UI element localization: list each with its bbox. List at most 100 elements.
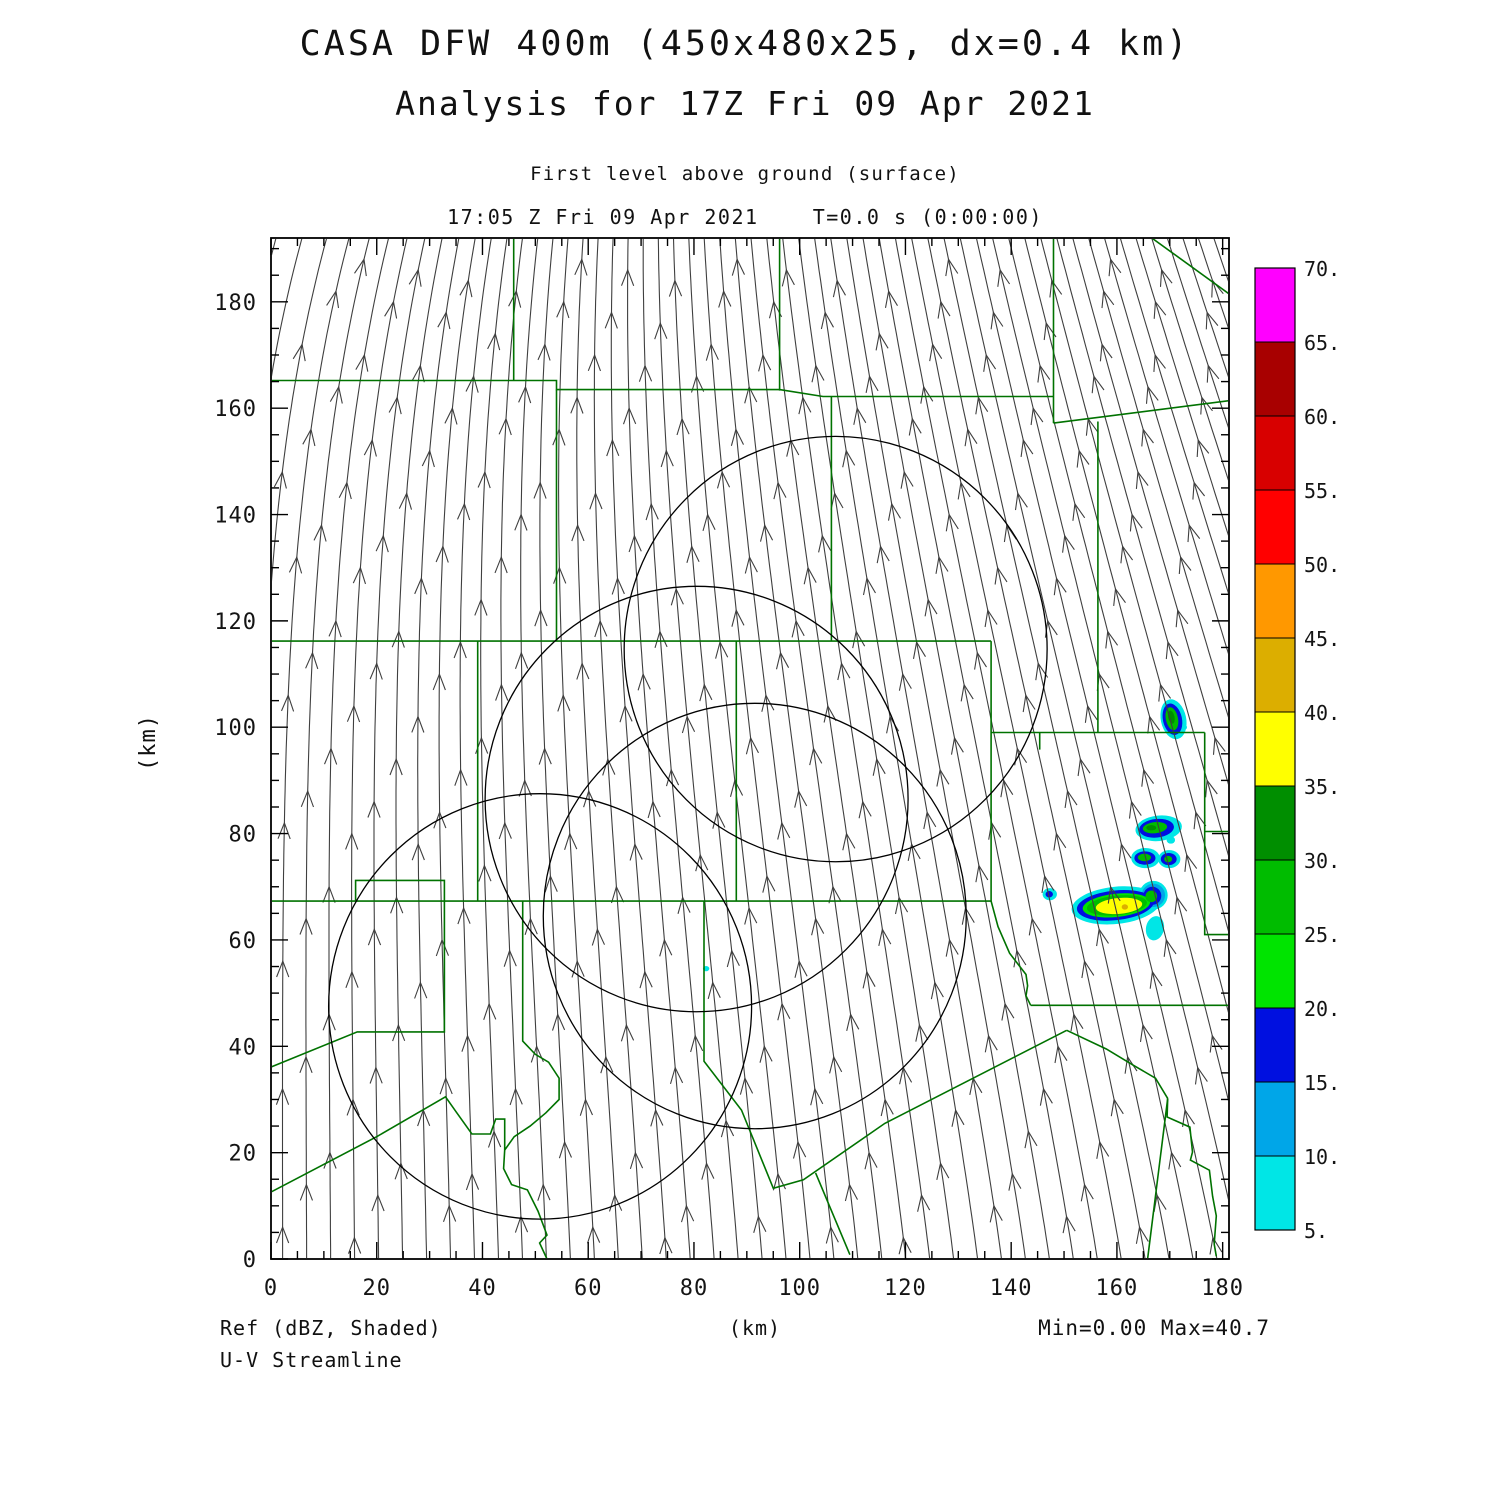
streamline [672, 239, 763, 1258]
streamline [846, 239, 1026, 1258]
flow-arrowhead-icon [514, 512, 528, 531]
flow-arrowhead-icon [338, 481, 352, 500]
flow-arrowhead-icon [917, 1193, 931, 1212]
flow-arrowhead-icon [323, 746, 338, 765]
colorbar-cell [1254, 267, 1296, 343]
flow-arrowhead-icon [579, 1097, 594, 1116]
flow-arrowhead-icon [1165, 640, 1179, 660]
flow-arrowhead-icon [809, 746, 823, 766]
flow-arrowhead-icon [1153, 353, 1166, 372]
min-max-label: Min=0.00 Max=40.7 [1038, 1316, 1270, 1340]
flow-arrowhead-icon [299, 1055, 313, 1073]
flow-arrowhead-icon [945, 512, 959, 532]
streamline [1182, 239, 1228, 378]
streamline [480, 239, 508, 1258]
streamline [351, 239, 408, 1258]
flow-arrowhead-icon [1049, 279, 1063, 298]
flow-arrowhead-icon [275, 1225, 290, 1244]
flow-arrowhead-icon [1035, 661, 1049, 681]
streamline [1151, 239, 1228, 481]
flow-arrowhead-icon [773, 481, 787, 500]
flow-arrowhead-icon [1108, 257, 1122, 277]
flow-arrowhead-icon [842, 832, 856, 851]
flow-arrowhead-icon [622, 406, 637, 425]
streamline [610, 239, 667, 1258]
flow-arrowhead-icon [670, 587, 684, 606]
flow-arrowhead-icon [1024, 1129, 1038, 1149]
colorbar-label: 30. [1304, 849, 1340, 873]
flow-arrowhead-icon [825, 1225, 839, 1244]
county-border-line [814, 1172, 851, 1256]
streamline [814, 239, 979, 1258]
flow-arrowhead-icon [989, 1204, 1003, 1223]
flow-arrowhead-icon [690, 1034, 704, 1053]
flow-arrowhead-icon [1139, 1023, 1153, 1042]
flow-arrowhead-icon [811, 364, 825, 383]
flow-arrowhead-icon [975, 863, 989, 883]
flow-arrowhead-icon [411, 842, 425, 861]
streamline [1056, 239, 1228, 856]
flow-arrowhead-icon [720, 1119, 735, 1138]
flow-arrowhead-icon [1080, 1183, 1094, 1202]
level-label: First level above ground (surface) [530, 163, 960, 185]
flow-arrowhead-icon [619, 704, 633, 723]
streamline [272, 239, 327, 582]
y-tick-label: 60 [229, 929, 258, 954]
colorbar-label: 45. [1304, 627, 1340, 651]
colorbar-cell [1254, 859, 1296, 935]
flow-arrowhead-icon [1153, 300, 1167, 319]
flow-arrowhead-icon [437, 310, 451, 330]
flow-arrowhead-icon [326, 289, 340, 309]
flow-arrowhead-icon [465, 1172, 480, 1191]
flow-arrowhead-icon [487, 1129, 502, 1148]
streamline [1104, 239, 1228, 655]
flow-arrowhead-icon [680, 1204, 695, 1223]
flow-arrowhead-icon [421, 449, 435, 468]
streamline [766, 239, 907, 1258]
flow-arrowhead-icon [975, 396, 989, 415]
flow-arrowhead-icon [935, 555, 949, 574]
flow-arrowhead-icon [912, 640, 926, 659]
flow-arrowhead-icon [915, 1023, 929, 1042]
county-border-line [1146, 1098, 1169, 1258]
flow-arrowhead-icon [878, 927, 892, 947]
flow-arrowhead-icon [1184, 853, 1198, 872]
flow-arrowhead-icon [553, 566, 567, 584]
flow-arrowhead-icon [355, 353, 369, 372]
flow-arrowhead-icon [1209, 1236, 1223, 1255]
flow-arrowhead-icon [629, 1151, 644, 1170]
flow-arrowhead-icon [1147, 715, 1161, 734]
x-tick-label: 20 [362, 1276, 391, 1301]
streamlines [272, 239, 1228, 1258]
flow-arrowhead-icon [936, 1161, 950, 1181]
y-tick-label: 180 [214, 291, 257, 316]
county-border-line [272, 901, 446, 1068]
colorbar-label: 55. [1304, 479, 1340, 503]
flow-arrowhead-icon [781, 268, 795, 287]
flow-arrowhead-icon [1070, 1012, 1084, 1032]
flow-arrowhead-icon [823, 704, 837, 723]
flow-arrowhead-icon [637, 672, 651, 691]
flow-arrowhead-icon [1064, 789, 1078, 808]
streamline [862, 239, 1050, 1258]
flow-arrowhead-icon [305, 651, 319, 670]
flow-arrowhead-icon [846, 1012, 860, 1032]
flow-arrowhead-icon [669, 1066, 684, 1085]
flow-arrowhead-icon [1149, 970, 1163, 989]
streamline [520, 239, 547, 1258]
flow-arrowhead-icon [483, 1002, 497, 1020]
flow-arrowhead-icon [533, 481, 547, 499]
y-tick-label: 100 [214, 716, 257, 741]
county-border-line [354, 879, 446, 902]
streamline [395, 239, 443, 1258]
flow-arrowhead-icon [924, 598, 938, 617]
flow-arrowhead-icon [1091, 374, 1105, 394]
flow-arrowhead-icon [369, 1066, 383, 1084]
radar-range-circle [542, 702, 967, 1130]
flow-arrowhead-icon [454, 768, 468, 786]
streamline [895, 239, 1098, 1258]
flow-arrowhead-icon [715, 640, 729, 659]
flow-arrowhead-icon [690, 374, 705, 393]
flow-arrowhead-icon [1062, 534, 1075, 553]
